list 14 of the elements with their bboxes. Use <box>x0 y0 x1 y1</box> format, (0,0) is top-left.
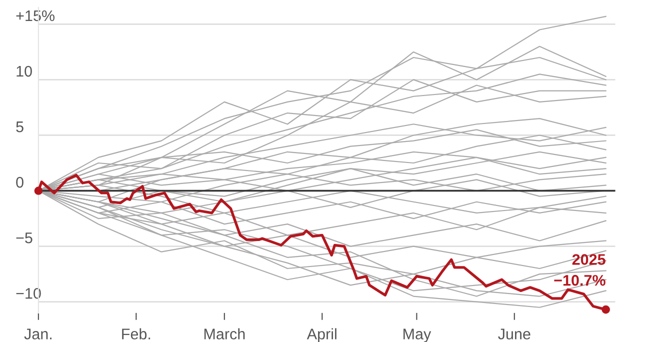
y-tick-label: +15% <box>16 10 54 22</box>
x-tick-label: Jan. <box>24 328 52 340</box>
annotation: 2025 <box>572 254 606 265</box>
y-tick-label: −10 <box>16 288 41 299</box>
x-tick-label: Feb. <box>122 328 150 340</box>
y-tick-label: 5 <box>16 122 24 132</box>
y-tick-label: 0 <box>16 176 24 188</box>
x-tick-label: March <box>204 328 245 340</box>
x-tick-label: May <box>404 328 432 342</box>
x-tick-label: April <box>306 328 336 342</box>
annotation: −10.7% <box>554 274 606 286</box>
x-tick-label: June <box>498 328 530 340</box>
y-tick-label: −5 <box>16 232 32 244</box>
y-tick-label: 10 <box>16 66 32 77</box>
